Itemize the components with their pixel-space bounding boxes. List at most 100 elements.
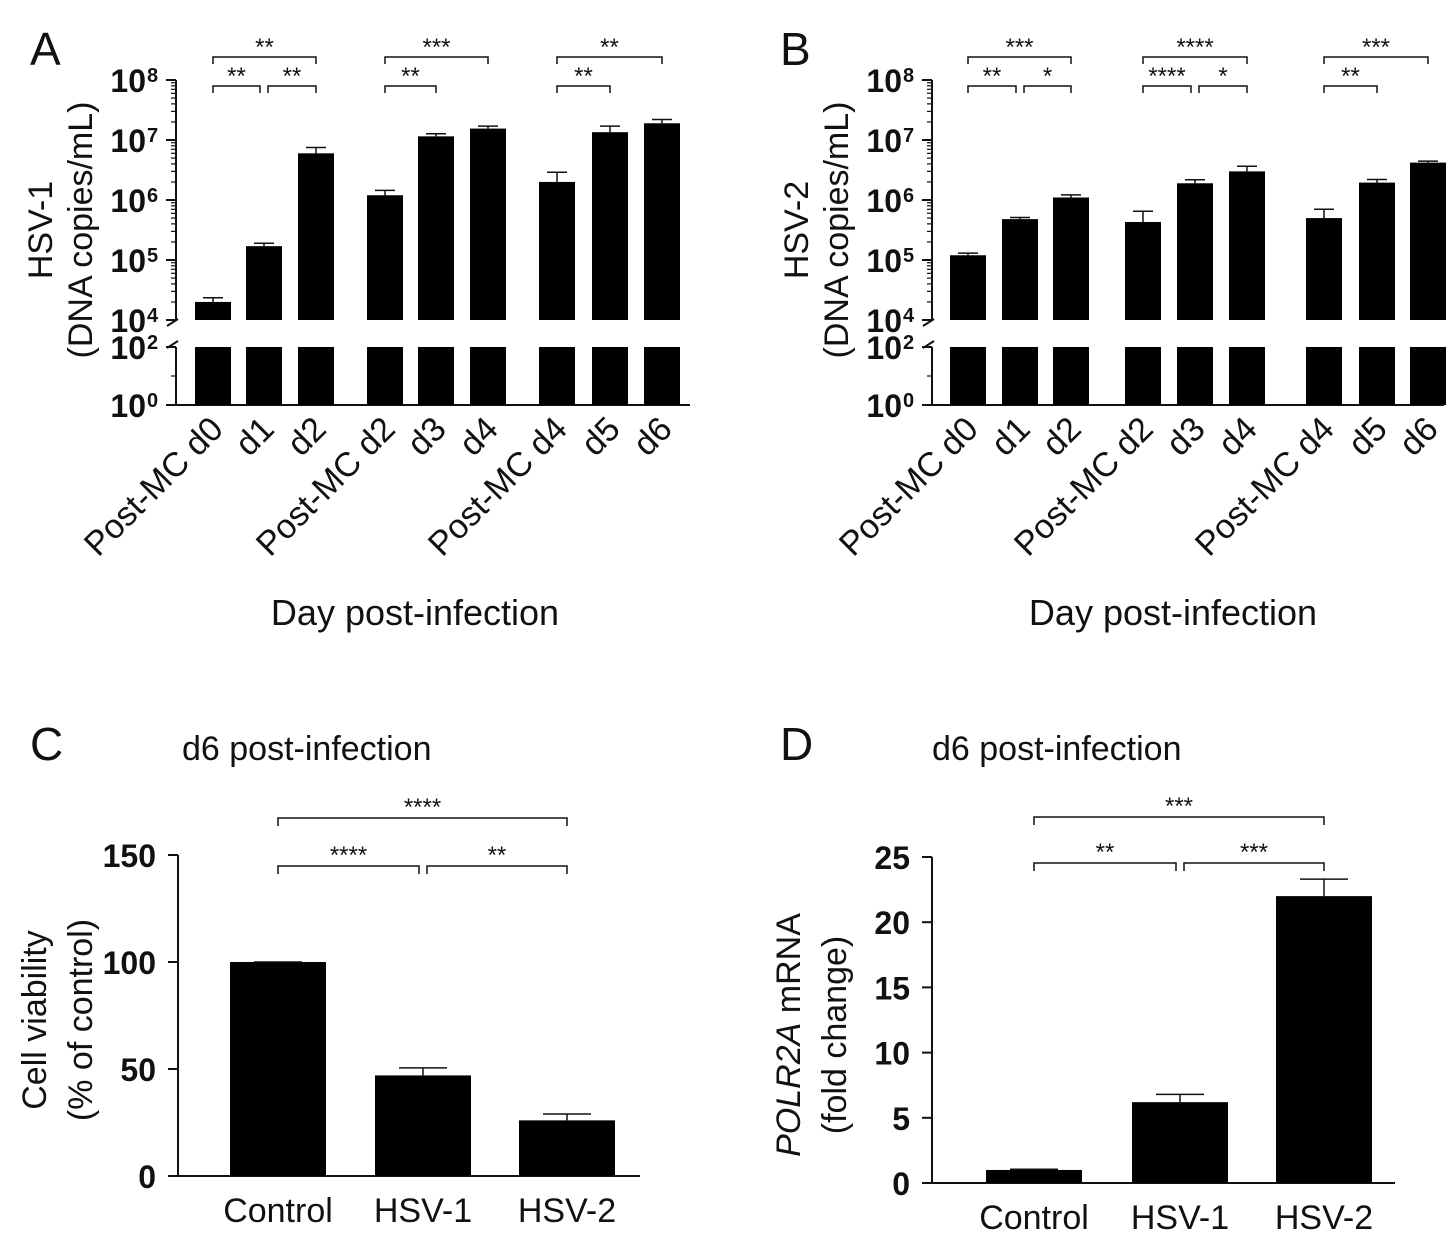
bar-upper: [195, 301, 231, 320]
significance-bracket: [1142, 56, 1248, 64]
category-label: d1: [228, 410, 282, 464]
category-label: d3: [1159, 410, 1213, 464]
significance-bracket: [1033, 816, 1325, 825]
y-tick-exponent: 8: [903, 65, 914, 87]
bar-upper: [1053, 197, 1089, 320]
y-tick-label: 10: [866, 183, 902, 219]
category-label: d3: [400, 410, 454, 464]
significance-bracket: [1023, 85, 1072, 93]
y-tick-label: 0: [138, 1159, 156, 1195]
significance-bracket: [1323, 85, 1378, 93]
y-tick-exponent: 6: [147, 185, 158, 207]
y-tick-exponent: 6: [903, 185, 914, 207]
y-tick-exponent: 2: [903, 332, 914, 354]
bar: [519, 1120, 615, 1176]
bar-lower: [1229, 347, 1265, 405]
bar: [1132, 1102, 1228, 1183]
significance-bracket: [1183, 862, 1325, 871]
y-tick-label: 10: [110, 63, 146, 99]
significance-label: ***: [422, 34, 450, 61]
y-tick-exponent: 2: [147, 332, 158, 354]
y-tick-label: 10: [110, 303, 146, 339]
bar-upper: [246, 246, 282, 320]
significance-bracket: [384, 56, 489, 64]
significance-bracket: [277, 817, 568, 826]
bar-lower: [950, 347, 986, 405]
panel-letter-a: A: [30, 23, 61, 75]
significance-label: ****: [1148, 63, 1185, 90]
bar-lower: [1410, 347, 1446, 405]
panel-a-ylabel: HSV-1: [22, 181, 60, 279]
y-tick-label: 10: [110, 330, 146, 366]
category-label: HSV-1: [1131, 1199, 1229, 1237]
bar-lower: [644, 347, 680, 405]
y-tick-label: 10: [866, 330, 902, 366]
significance-label: **: [255, 34, 274, 61]
bar-upper: [298, 153, 334, 320]
bar: [1276, 896, 1372, 1183]
y-tick-label: 5: [892, 1101, 910, 1137]
category-label: Post-MC d4: [1188, 410, 1342, 564]
significance-label: **: [488, 842, 507, 869]
panel-letter-b: B: [780, 23, 811, 75]
bar-upper: [418, 136, 454, 320]
bar: [375, 1075, 471, 1176]
y-tick-label: 10: [874, 1036, 910, 1072]
y-tick-exponent: 5: [903, 245, 914, 267]
bar-upper: [470, 128, 506, 320]
category-label: d5: [1341, 410, 1395, 464]
category-label: d5: [574, 410, 628, 464]
bar-upper: [1359, 182, 1395, 320]
significance-bracket: [267, 85, 317, 93]
significance-label: ***: [1005, 34, 1033, 61]
y-tick-exponent: 7: [147, 125, 158, 147]
bar-upper: [1306, 218, 1342, 320]
category-label: d6: [626, 410, 680, 464]
significance-label: **: [983, 63, 1002, 90]
y-tick-label: 15: [874, 970, 910, 1006]
bar-upper: [950, 255, 986, 320]
significance-bracket: [556, 56, 663, 64]
y-tick-exponent: 7: [903, 125, 914, 147]
bar-upper: [1125, 221, 1161, 320]
y-tick-exponent: 4: [147, 305, 159, 327]
significance-bracket: [277, 865, 420, 874]
significance-bracket: [212, 85, 261, 93]
category-label: d4: [1211, 410, 1265, 464]
significance-bracket: [212, 56, 317, 64]
panel-b: B HSV-2 (DNA copies/mL) Day post-infecti…: [778, 23, 1446, 633]
y-tick-label: 10: [110, 183, 146, 219]
bar-lower: [1359, 347, 1395, 405]
bar-lower: [539, 347, 575, 405]
panel-d-ylabel: POLR2A mRNA: [770, 913, 808, 1157]
y-tick-label: 25: [874, 840, 910, 876]
y-tick-exponent: 0: [147, 390, 158, 412]
bar-upper: [539, 181, 575, 320]
significance-label: **: [1341, 63, 1360, 90]
panel-c-ylabel2: (% of control): [62, 919, 100, 1121]
bar: [986, 1169, 1082, 1183]
significance-label: **: [227, 63, 246, 90]
significance-label: *: [1218, 63, 1227, 90]
y-tick-exponent: 8: [147, 65, 158, 87]
bar-lower: [1002, 347, 1038, 405]
significance-label: ****: [1176, 34, 1213, 61]
bar-lower: [1125, 347, 1161, 405]
panel-d-title: d6 post-infection: [932, 730, 1182, 768]
bar-upper: [1229, 171, 1265, 320]
panel-d-ylabel2: (fold change): [816, 936, 854, 1134]
y-tick-label: 0: [892, 1166, 910, 1202]
significance-label: **: [600, 34, 619, 61]
bar-lower: [298, 347, 334, 405]
significance-label: **: [1096, 839, 1115, 866]
panel-a-xlabel: Day post-infection: [271, 592, 559, 633]
significance-label: **: [574, 63, 593, 90]
axis-break-upper: [922, 318, 935, 327]
bar-upper: [1002, 219, 1038, 320]
category-label: HSV-1: [374, 1192, 472, 1230]
significance-bracket: [1198, 85, 1248, 93]
significance-label: ****: [404, 794, 441, 821]
